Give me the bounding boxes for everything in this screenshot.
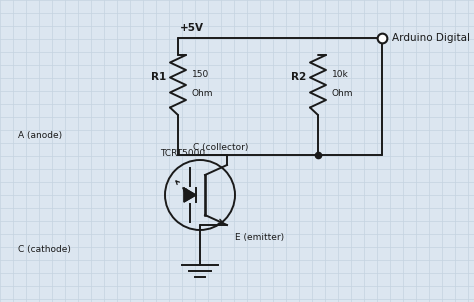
Text: Ohm: Ohm xyxy=(332,89,354,98)
Text: +5V: +5V xyxy=(180,23,204,33)
Text: 10k: 10k xyxy=(332,70,349,79)
Text: C (collector): C (collector) xyxy=(193,143,248,152)
Text: R1: R1 xyxy=(151,72,166,82)
Text: 150: 150 xyxy=(192,70,209,79)
Text: Ohm: Ohm xyxy=(192,89,213,98)
Text: E (emitter): E (emitter) xyxy=(235,233,284,242)
Text: R2: R2 xyxy=(291,72,306,82)
Text: A (anode): A (anode) xyxy=(18,131,62,140)
Polygon shape xyxy=(184,188,196,202)
Text: TCRT5000: TCRT5000 xyxy=(160,149,205,158)
Text: Arduino Digital Input: Arduino Digital Input xyxy=(392,33,474,43)
Text: C (cathode): C (cathode) xyxy=(18,245,71,254)
